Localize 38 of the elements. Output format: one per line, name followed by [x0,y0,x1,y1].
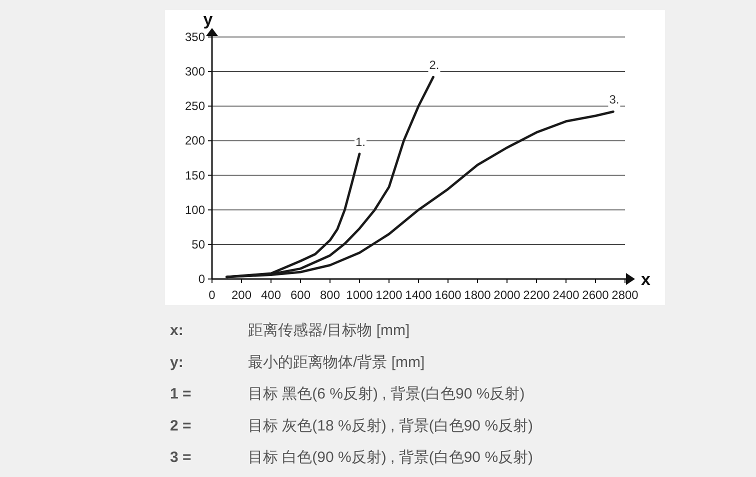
y-tick-label: 300 [184,64,206,79]
y-tick-label: 50 [192,237,206,252]
y-tick-label: 200 [184,134,206,148]
y-tick-label: 0 [198,272,206,286]
x-tick-label: 600 [290,288,311,302]
text: 最小的距离物体/背景 [mm] [248,354,425,371]
x-tick-label: 1600 [434,288,462,302]
x-tick-label: 2600 [582,288,610,302]
x-tick-label: 2000 [494,288,521,302]
series-label: 3. [609,92,620,107]
series-label: 2. [429,58,440,72]
x-tick-label: 1000 [346,288,374,302]
x-tick-label: 2800 [612,288,639,302]
x-tick-label: 1400 [405,288,432,302]
y-tick-label: 250 [184,99,206,114]
text: 目标 灰色(18 %反射) , 背景(白色90 %反射) [248,417,534,434]
x-tick-label: 800 [320,288,340,302]
text: 2 = [170,417,192,434]
x-tick-label: 0 [208,288,216,302]
x-tick-label: 1200 [376,288,403,302]
y-tick-label: 350 [184,30,206,44]
x-tick-label: 2200 [523,288,550,302]
series-label: 1. [355,134,366,149]
text: x: [170,322,184,339]
text: 目标 黑色(6 %反射) , 背景(白色90 %反射) [248,386,525,403]
y-axis-title: y [203,10,214,29]
x-axis-title: x [641,270,651,289]
text: 目标 白色(90 %反射) , 背景(白色90 %反射) [248,449,534,466]
text: 3 = [170,449,192,466]
text: 距离传感器/目标物 [mm] [248,322,410,339]
x-tick-label: 1800 [464,288,492,302]
text: y: [170,354,184,371]
x-tick-label: 2400 [552,288,580,302]
text: 1 = [170,386,192,403]
y-tick-label: 100 [184,202,206,217]
x-tick-label: 200 [231,288,252,302]
y-tick-label: 150 [184,168,206,182]
x-tick-label: 400 [260,288,282,302]
